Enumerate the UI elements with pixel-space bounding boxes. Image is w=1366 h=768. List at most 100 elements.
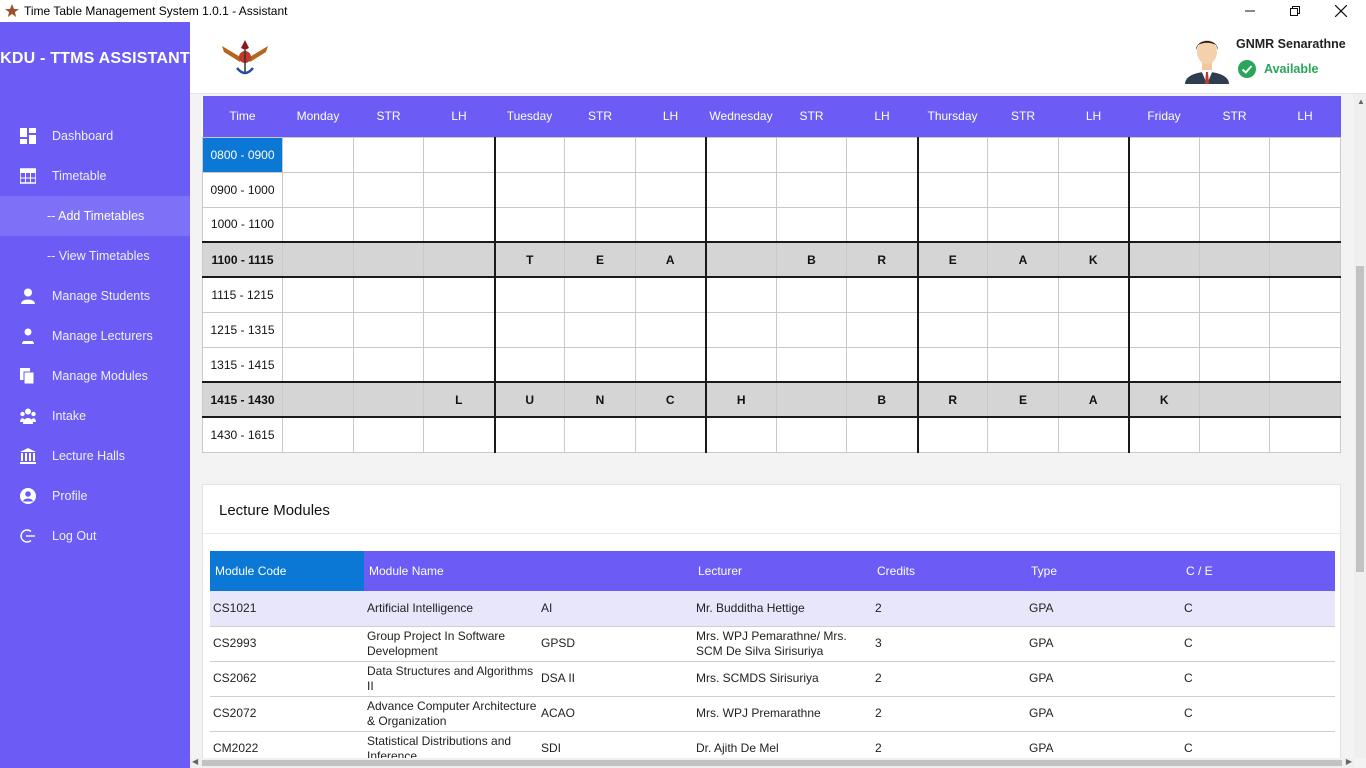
timetable-cell[interactable] xyxy=(282,381,354,419)
timetable-cell[interactable] xyxy=(1269,346,1341,383)
timetable-cell[interactable] xyxy=(776,346,847,383)
timetable-cell[interactable] xyxy=(564,206,636,243)
timetable-cell[interactable] xyxy=(493,311,565,348)
timetable-cell[interactable] xyxy=(282,206,354,243)
timetable-cell[interactable] xyxy=(1058,276,1129,313)
sidebar-item-profile[interactable]: Profile xyxy=(0,476,190,516)
timetable-cell[interactable] xyxy=(1058,346,1129,383)
time-slot-cell[interactable]: 1100 - 1115 xyxy=(202,241,283,279)
table-row[interactable]: CS2062 Data Structures and Algorithms II D… xyxy=(210,661,1335,697)
timetable-cell[interactable]: U xyxy=(493,381,565,419)
timetable-cell[interactable]: N xyxy=(564,381,636,419)
timetable-cell[interactable] xyxy=(1127,136,1200,173)
timetable-cell[interactable] xyxy=(493,136,565,173)
timetable-cell[interactable] xyxy=(635,276,706,313)
timetable-cell[interactable] xyxy=(1199,171,1270,208)
timetable-cell[interactable]: H xyxy=(704,381,777,419)
timetable-cell[interactable] xyxy=(1058,171,1129,208)
timetable-cell[interactable] xyxy=(1199,136,1270,173)
time-slot-cell[interactable]: 1415 - 1430 xyxy=(202,381,283,419)
vertical-scrollbar[interactable]: ▲ xyxy=(1354,94,1366,758)
timetable-cell[interactable] xyxy=(916,136,988,173)
timetable-cell[interactable] xyxy=(846,416,918,454)
timetable-cell[interactable] xyxy=(282,136,354,173)
timetable-cell[interactable] xyxy=(1127,171,1200,208)
timetable-cell[interactable] xyxy=(916,171,988,208)
timetable-cell[interactable]: B xyxy=(776,241,847,279)
time-slot-cell[interactable]: 1000 - 1100 xyxy=(202,206,283,243)
timetable-cell[interactable] xyxy=(987,276,1059,313)
restore-button[interactable] xyxy=(1272,0,1318,22)
timetable-cell[interactable]: R xyxy=(846,241,918,279)
timetable-cell[interactable] xyxy=(987,346,1059,383)
modules-header-cell[interactable]: Module Name xyxy=(364,551,538,591)
timetable-cell[interactable] xyxy=(1269,416,1341,454)
sidebar-item-logout[interactable]: Log Out xyxy=(0,516,190,556)
timetable-cell[interactable] xyxy=(423,206,495,243)
modules-header-cell[interactable]: Type xyxy=(1026,551,1181,591)
timetable-cell[interactable] xyxy=(1127,206,1200,243)
modules-header-cell[interactable]: Module Code xyxy=(210,551,364,591)
scroll-thumb[interactable] xyxy=(1356,266,1364,572)
timetable-cell[interactable] xyxy=(704,311,777,348)
timetable-cell[interactable] xyxy=(1269,171,1341,208)
timetable-cell[interactable] xyxy=(704,346,777,383)
timetable-cell[interactable]: A xyxy=(635,241,706,279)
table-row[interactable]: CM2022 Statistical Distributions and Infe… xyxy=(210,731,1335,758)
sidebar-item-timetable[interactable]: Timetable xyxy=(0,156,190,196)
timetable-cell[interactable] xyxy=(1199,346,1270,383)
timetable-cell[interactable] xyxy=(1199,276,1270,313)
timetable-cell[interactable]: A xyxy=(987,241,1059,279)
timetable-cell[interactable] xyxy=(987,206,1059,243)
timetable-cell[interactable] xyxy=(353,241,424,279)
timetable-cell[interactable] xyxy=(1199,416,1270,454)
timetable-cell[interactable] xyxy=(776,136,847,173)
timetable-cell[interactable] xyxy=(282,171,354,208)
timetable-cell[interactable] xyxy=(704,171,777,208)
timetable-cell[interactable]: B xyxy=(846,381,918,419)
timetable-cell[interactable] xyxy=(776,311,847,348)
timetable-cell[interactable] xyxy=(704,276,777,313)
timetable-cell[interactable] xyxy=(423,241,495,279)
timetable-cell[interactable]: T xyxy=(493,241,565,279)
timetable-cell[interactable] xyxy=(987,171,1059,208)
timetable-cell[interactable] xyxy=(776,171,847,208)
timetable-cell[interactable] xyxy=(1058,416,1129,454)
timetable-cell[interactable] xyxy=(1058,206,1129,243)
timetable-cell[interactable] xyxy=(635,416,706,454)
timetable-cell[interactable] xyxy=(1127,276,1200,313)
timetable-cell[interactable] xyxy=(1269,381,1341,419)
timetable-cell[interactable] xyxy=(353,206,424,243)
timetable-cell[interactable] xyxy=(987,136,1059,173)
scroll-thumb[interactable] xyxy=(202,760,1342,766)
sidebar-item-add-timetables[interactable]: -- Add Timetables xyxy=(0,196,190,236)
timetable-cell[interactable] xyxy=(1127,416,1200,454)
timetable-cell[interactable] xyxy=(704,241,777,279)
sidebar-item-view-timetables[interactable]: -- View Timetables xyxy=(0,236,190,276)
timetable-cell[interactable] xyxy=(1199,241,1270,279)
timetable-cell[interactable] xyxy=(1199,311,1270,348)
timetable-cell[interactable]: E xyxy=(564,241,636,279)
timetable-cell[interactable] xyxy=(916,276,988,313)
timetable-cell[interactable] xyxy=(564,136,636,173)
timetable-cell[interactable] xyxy=(353,416,424,454)
timetable-cell[interactable] xyxy=(423,171,495,208)
timetable-cell[interactable]: K xyxy=(1058,241,1129,279)
timetable-cell[interactable] xyxy=(635,346,706,383)
timetable-cell[interactable] xyxy=(1127,311,1200,348)
table-row[interactable]: CS1021 Artificial Intelligence AI Mr. Buddi… xyxy=(210,591,1335,627)
timetable-cell[interactable] xyxy=(1058,136,1129,173)
timetable-cell[interactable] xyxy=(564,346,636,383)
timetable-cell[interactable]: A xyxy=(1058,381,1129,419)
timetable-cell[interactable] xyxy=(987,311,1059,348)
timetable-cell[interactable] xyxy=(564,171,636,208)
timetable-cell[interactable] xyxy=(1127,241,1200,279)
timetable-cell[interactable] xyxy=(846,171,918,208)
timetable-cell[interactable] xyxy=(1269,276,1341,313)
timetable-cell[interactable] xyxy=(423,416,495,454)
sidebar-item-dashboard[interactable]: Dashboard xyxy=(0,116,190,156)
timetable-cell[interactable] xyxy=(635,136,706,173)
timetable-cell[interactable] xyxy=(423,276,495,313)
modules-header-cell[interactable] xyxy=(538,551,693,591)
modules-header-cell[interactable]: Credits xyxy=(872,551,1026,591)
